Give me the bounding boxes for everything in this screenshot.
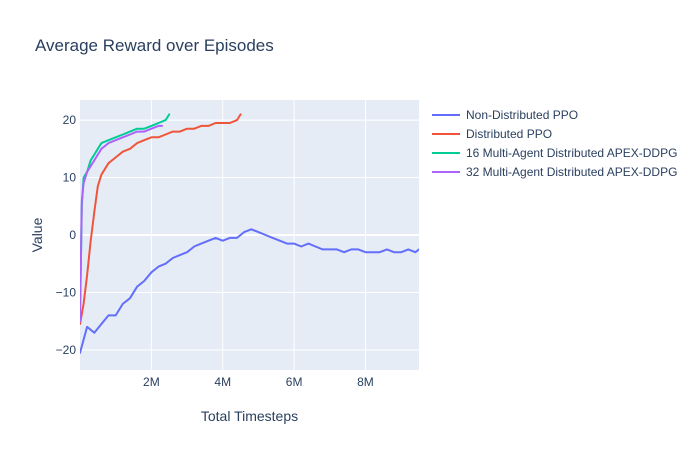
legend-label: 16 Multi-Agent Distributed APEX-DDPG xyxy=(466,146,677,160)
series-line-1[interactable] xyxy=(80,228,419,354)
legend-item[interactable]: Distributed PPO xyxy=(432,127,552,141)
legend-label: 32 Multi-Agent Distributed APEX-DDPG xyxy=(466,165,677,179)
y-tick-label: 10 xyxy=(63,171,77,185)
series-line-4[interactable] xyxy=(80,124,164,323)
x-axis-ticks: 2M 4M 6M 8M xyxy=(143,375,374,389)
y-tick-label: 0 xyxy=(69,228,76,242)
x-tick-label: 8M xyxy=(357,375,374,389)
x-tick-label: 6M xyxy=(286,375,303,389)
legend-item[interactable]: 16 Multi-Agent Distributed APEX-DDPG xyxy=(432,146,677,160)
y-tick-label: −20 xyxy=(56,343,77,357)
y-tick-label: −10 xyxy=(56,285,77,299)
y-axis-ticks: −20 −10 0 10 20 xyxy=(56,113,77,357)
legend-item[interactable]: 32 Multi-Agent Distributed APEX-DDPG xyxy=(432,165,677,179)
x-tick-label: 4M xyxy=(214,375,231,389)
legend-label: Distributed PPO xyxy=(466,127,552,141)
legend[interactable]: Non-Distributed PPO Distributed PPO 16 Mul… xyxy=(432,108,677,179)
x-tick-label: 2M xyxy=(143,375,160,389)
legend-item[interactable]: Non-Distributed PPO xyxy=(432,108,578,122)
y-tick-label: 20 xyxy=(63,113,77,127)
chart-title: Average Reward over Episodes xyxy=(35,36,274,55)
x-axis-title: Total Timesteps xyxy=(201,408,298,424)
series-lines xyxy=(80,113,419,354)
y-axis-title: Value xyxy=(29,217,45,252)
legend-label: Non-Distributed PPO xyxy=(466,108,578,122)
series-line-2[interactable] xyxy=(80,113,242,325)
grid-lines xyxy=(80,100,419,370)
